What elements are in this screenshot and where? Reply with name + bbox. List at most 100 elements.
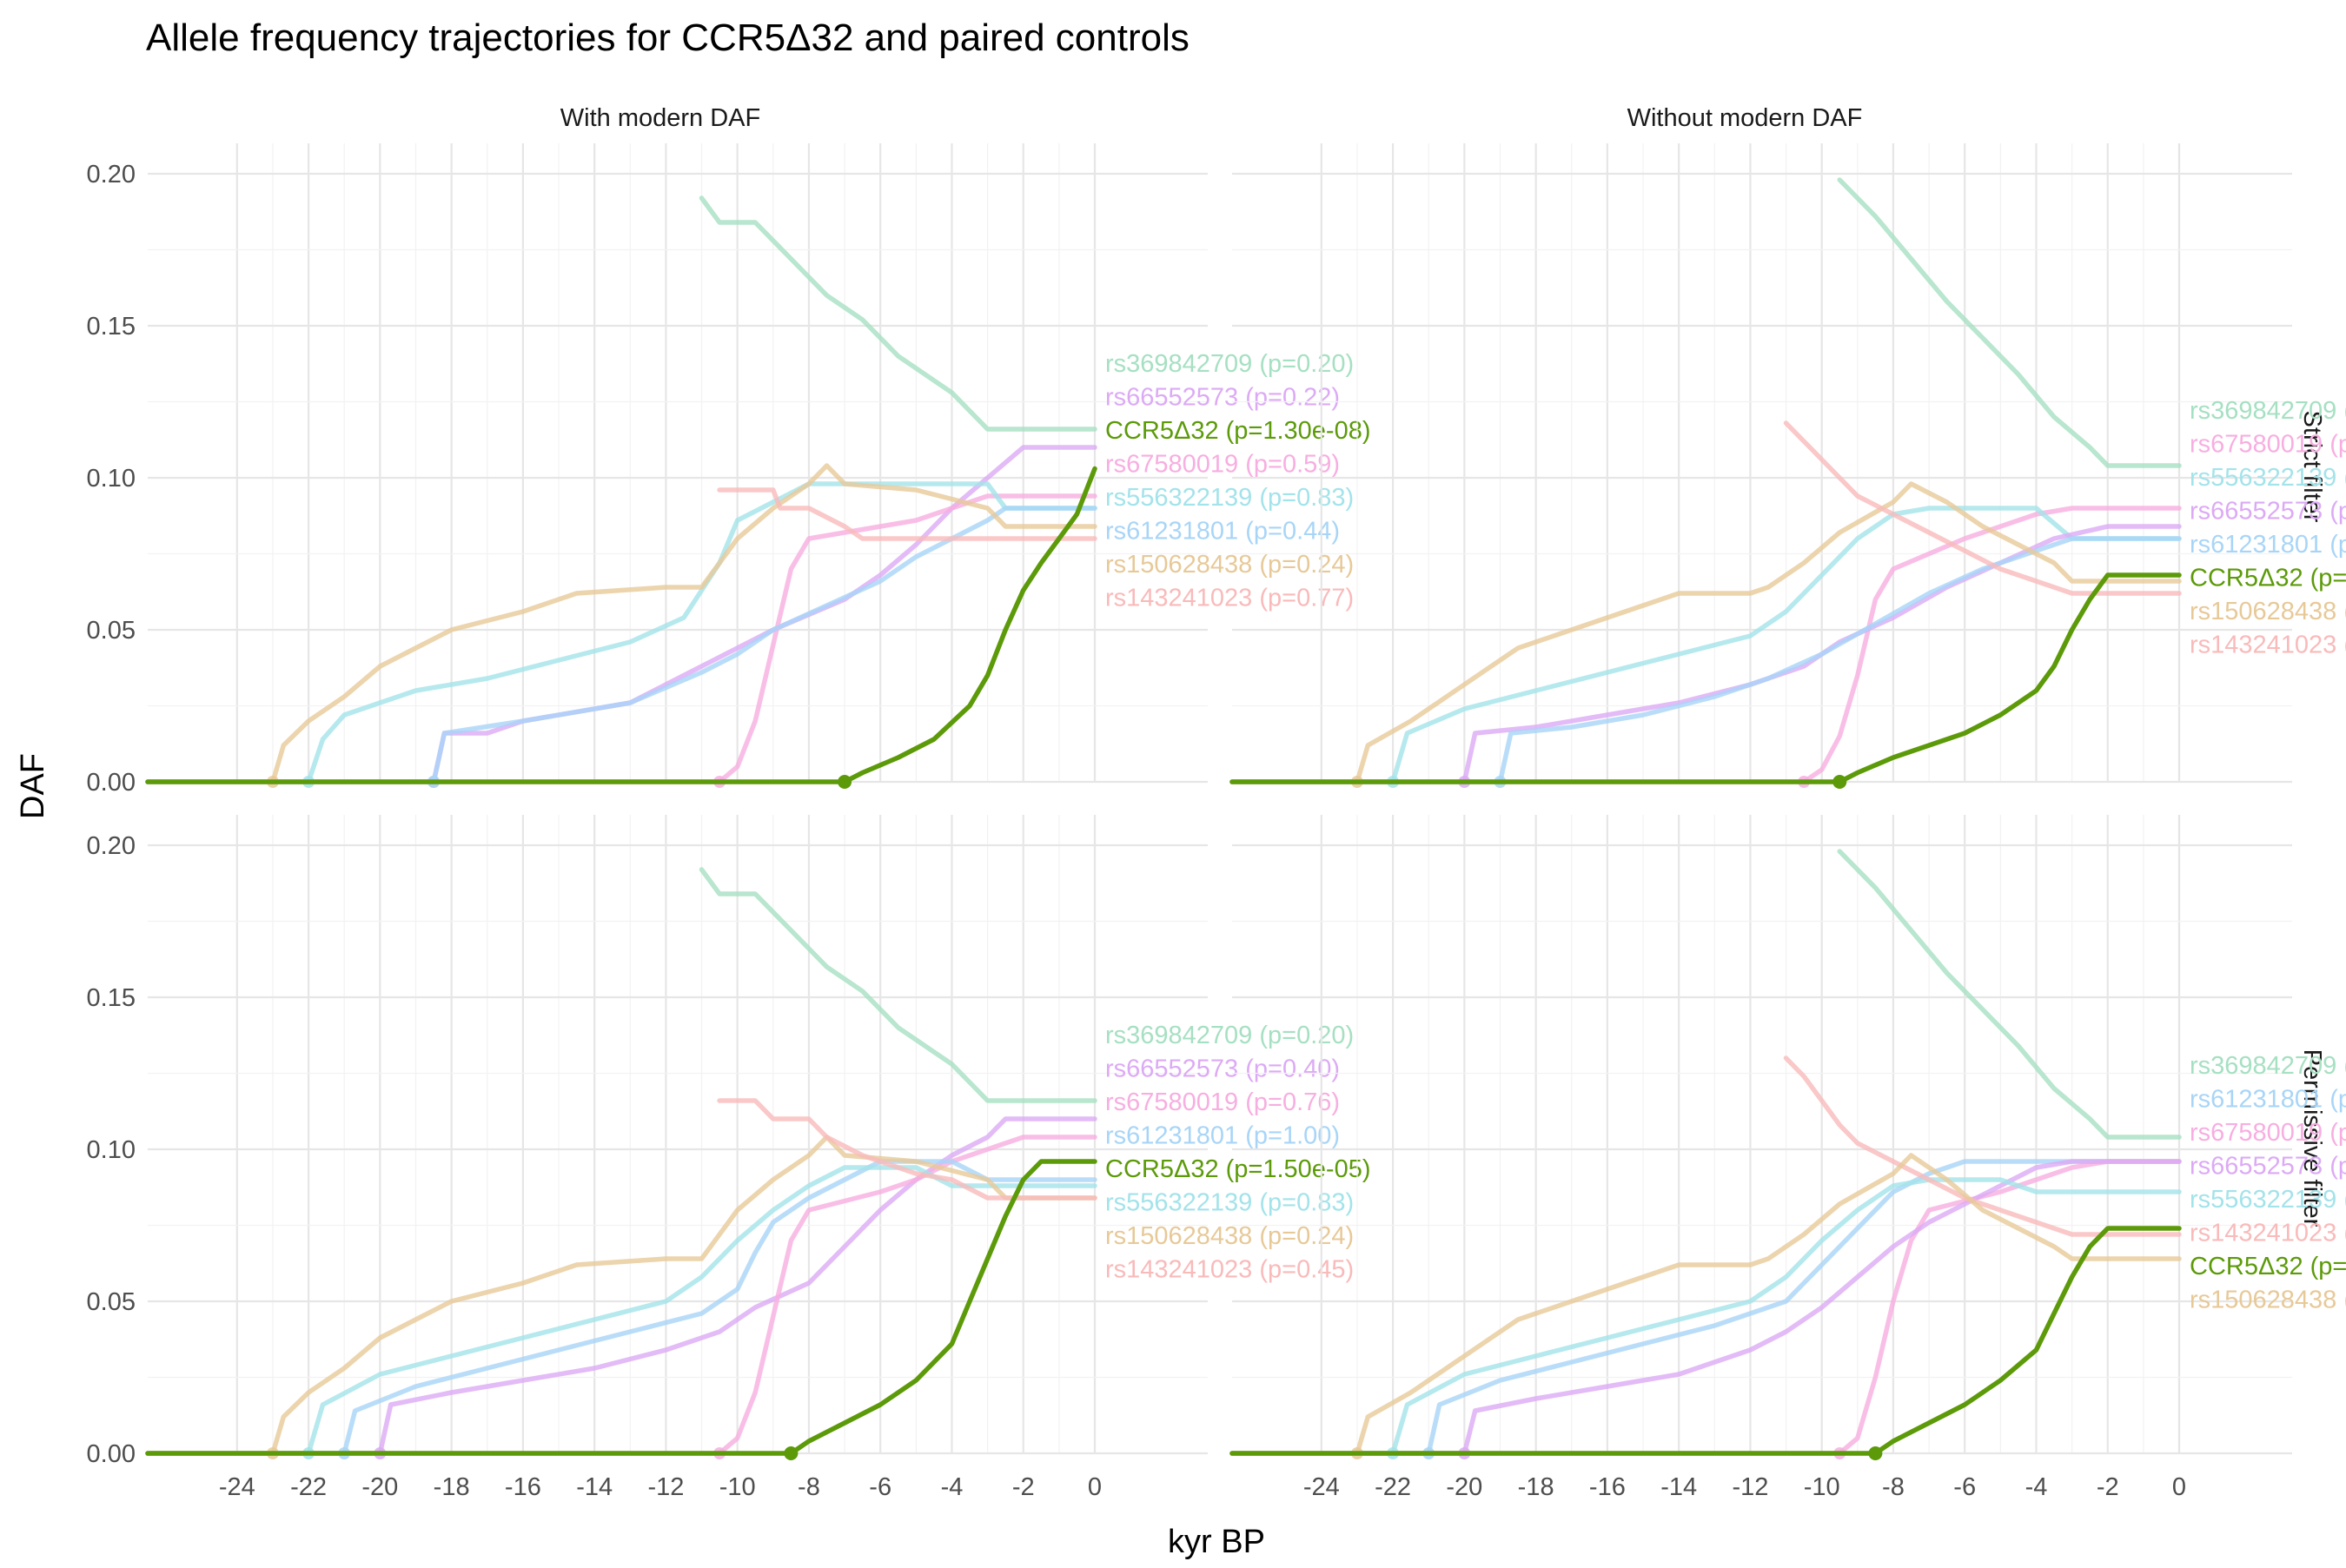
y-tick-label: 0.15 (87, 313, 136, 341)
x-tick-label: -10 (719, 1473, 756, 1501)
y-tick-label: 0.20 (87, 161, 136, 189)
x-tick-label: -18 (1518, 1473, 1554, 1501)
series-line-rs143241023 (1783, 1055, 2182, 1237)
series-line-rs143241023 (717, 487, 1097, 541)
x-tick-label: -4 (941, 1473, 964, 1501)
series-label-rs67580019: rs67580019 (p=0.83) (2190, 1119, 2346, 1147)
series-line-rs150628438 (145, 463, 1097, 784)
series-label-ccr5-32: CCR5Δ32 (p=1.50e-05) (1105, 1155, 1371, 1183)
x-tick-label: -8 (1882, 1473, 1905, 1501)
series-line-ccr5-32 (145, 466, 1097, 784)
series-label-rs66552573: rs66552573 (p=0.77) (2190, 1153, 2346, 1181)
series-label-rs143241023: rs143241023 (p=0.77) (1105, 585, 1354, 612)
x-axis-label: kyr BP (1168, 1524, 1265, 1560)
series-label-ccr5-32: CCR5Δ32 (p=2.50e-03) (2190, 1253, 2346, 1280)
column-label-right: Without modern DAF (1627, 104, 1863, 132)
chart-title: Allele frequency trajectories for CCR5Δ3… (146, 17, 1190, 59)
series-label-rs150628438: rs150628438 (p=0.24) (1105, 1222, 1354, 1250)
series-line-rs66552573 (1229, 1159, 2182, 1456)
series-label-rs369842709: rs369842709 (p=0.20) (1105, 1022, 1354, 1049)
facet-panel-4: -24 -22 -20 -18 -16 -14 -12 -10 -8 -6 -4 -2 0rs36984… (1229, 815, 2346, 1501)
facet-panel-1: 0.00 0.05 0.10 0.15 0.20 rs369842709 (p=0.20)… (87, 143, 1371, 797)
y-axis-label: DAF (15, 753, 51, 819)
x-tick-label: 0 (1088, 1473, 1102, 1501)
series-label-rs66552573: rs66552573 (p=0.73) (2190, 498, 2346, 526)
x-tick-label: -24 (1303, 1473, 1340, 1501)
series-label-rs67580019: rs67580019 (p=0.76) (1105, 1088, 1340, 1116)
x-tick-label: -24 (219, 1473, 255, 1501)
column-label-left: With modern DAF (560, 104, 760, 132)
series-label-rs143241023: rs143241023 (p=0.27) (2190, 1220, 2346, 1247)
series-label-rs143241023: rs143241023 (p=0.45) (1105, 1256, 1354, 1284)
series-line-rs556322139 (1229, 506, 2182, 784)
series-label-rs61231801: rs61231801 (p=1.00) (2190, 1086, 2346, 1114)
x-tick-label: -12 (1732, 1473, 1768, 1501)
series-line-rs61231801 (145, 506, 1097, 784)
series-label-rs143241023: rs143241023 (p=0.31) (2190, 632, 2346, 659)
series-line-rs143241023 (717, 1098, 1097, 1201)
series-label-rs556322139: rs556322139 (p=0.83) (1105, 1189, 1354, 1217)
series-label-ccr5-32: CCR5Δ32 (p=1.30e-08) (1105, 417, 1371, 445)
series-line-ccr5-32 (1229, 1226, 2182, 1456)
series-label-rs66552573: rs66552573 (p=0.22) (1105, 384, 1340, 412)
series-line-rs369842709 (1837, 177, 2182, 468)
series-label-rs67580019: rs67580019 (p=0.59) (1105, 451, 1340, 479)
series-label-rs61231801: rs61231801 (p=0.90) (2190, 531, 2346, 559)
onset-point-ccr5-32 (1832, 775, 1847, 789)
series-line-rs556322139 (145, 481, 1097, 784)
series-label-rs150628438: rs150628438 (p=0.24) (1105, 551, 1354, 579)
y-tick-label: 0.15 (87, 984, 136, 1012)
x-tick-label: -20 (361, 1473, 398, 1501)
series-label-rs369842709: rs369842709 (p=0.14) (2190, 1052, 2346, 1080)
series-label-rs61231801: rs61231801 (p=1.00) (1105, 1122, 1340, 1150)
series-line-rs556322139 (145, 1165, 1097, 1456)
x-tick-label: -14 (576, 1473, 613, 1501)
x-tick-label: -4 (2025, 1473, 2048, 1501)
x-tick-label: -22 (290, 1473, 327, 1501)
series-label-rs150628438: rs150628438 (p=0.06) (2190, 1287, 2346, 1314)
facet-panel-2: rs369842709 (p=0.14) rs67580019 (p=0.81) r… (1229, 143, 2346, 789)
series-label-ccr5-32: CCR5Δ32 (p=1.70e-04) (2190, 565, 2346, 592)
series-label-rs369842709: rs369842709 (p=0.14) (2190, 397, 2346, 425)
facet-panel-3: 0.000.050.100.150.20-24 -22 -20 -18 -16 -14 -1… (87, 815, 1371, 1501)
x-tick-label: -8 (798, 1473, 820, 1501)
series-line-rs66552573 (145, 1116, 1097, 1456)
onset-point-ccr5-32 (1868, 1446, 1883, 1460)
series-label-rs556322139: rs556322139 (p=0.83) (1105, 484, 1354, 512)
onset-point-ccr5-32 (838, 775, 852, 789)
x-tick-label: -14 (1660, 1473, 1697, 1501)
x-tick-label: -20 (1446, 1473, 1482, 1501)
series-line-rs67580019 (145, 1135, 1097, 1456)
series-line-rs150628438 (1229, 481, 2182, 784)
x-tick-label: -16 (505, 1473, 541, 1501)
series-label-rs61231801: rs61231801 (p=0.44) (1105, 518, 1340, 546)
series-line-rs556322139 (1229, 1177, 2182, 1456)
x-tick-label: -6 (1953, 1473, 1976, 1501)
series-label-rs556322139: rs556322139 (p=0.57) (2190, 464, 2346, 492)
series-line-rs369842709 (699, 867, 1097, 1103)
series-label-rs556322139: rs556322139 (p=0.57) (2190, 1186, 2346, 1214)
series-line-rs150628438 (1229, 1153, 2182, 1456)
series-label-rs66552573: rs66552573 (p=0.40) (1105, 1055, 1340, 1083)
row-label-top: Strict filter (2298, 411, 2326, 523)
series-line-rs67580019 (1229, 1159, 2182, 1456)
x-tick-label: -2 (1012, 1473, 1035, 1501)
y-tick-label: 0.20 (87, 832, 136, 860)
y-tick-label: 0.00 (87, 1440, 136, 1468)
y-tick-label: 0.00 (87, 769, 136, 797)
x-tick-label: -2 (2097, 1473, 2119, 1501)
x-tick-label: -10 (1804, 1473, 1840, 1501)
onset-point-ccr5-32 (784, 1446, 799, 1460)
y-tick-label: 0.10 (87, 1136, 136, 1164)
y-tick-label: 0.05 (87, 617, 136, 645)
x-tick-label: -16 (1589, 1473, 1626, 1501)
series-line-ccr5-32 (1229, 572, 2182, 784)
x-tick-label: -22 (1375, 1473, 1411, 1501)
series-line-rs369842709 (1837, 849, 2182, 1140)
row-label-bottom: Permissive filter (2298, 1049, 2326, 1227)
facet-panels: 0.00 0.05 0.10 0.15 0.20 rs369842709 (p=0.20)… (87, 143, 2346, 1501)
x-tick-label: -6 (869, 1473, 891, 1501)
series-label-rs67580019: rs67580019 (p=0.81) (2190, 431, 2346, 459)
series-label-rs150628438: rs150628438 (p=0.06) (2190, 598, 2346, 625)
